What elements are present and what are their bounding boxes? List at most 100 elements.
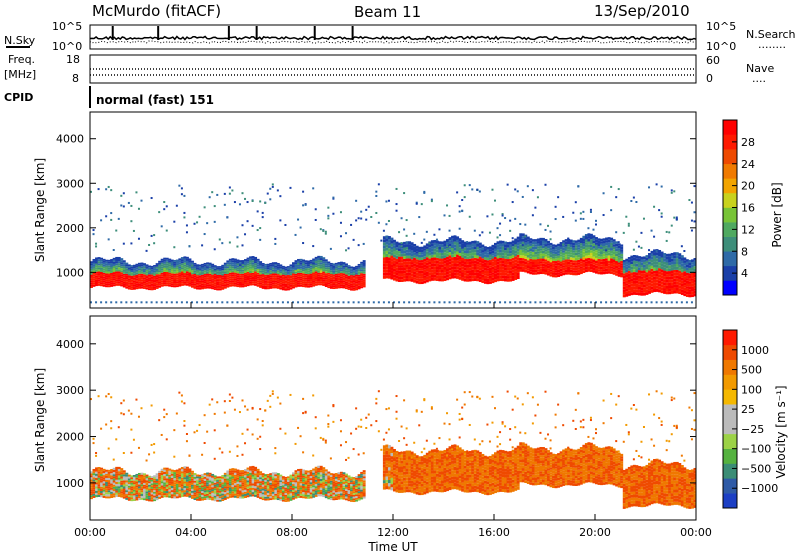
power-cell [241, 271, 245, 274]
freq-label: Freq. [8, 53, 35, 66]
power-cell [612, 239, 616, 242]
power-cell [362, 279, 366, 282]
power-cell [438, 241, 442, 245]
velocity-cell [271, 495, 275, 498]
velocity-cell [241, 472, 245, 475]
power-cell [420, 268, 424, 271]
power-cell [107, 267, 111, 270]
power-cell [292, 286, 295, 289]
power-cell [536, 246, 540, 249]
velocity-cell [201, 483, 205, 486]
power-cell [180, 279, 184, 282]
power-cell [630, 264, 634, 267]
power-cell [395, 267, 399, 271]
power-cell [120, 204, 123, 207]
power-cell [615, 196, 618, 199]
power-cell [350, 271, 353, 274]
nsky-trace [89, 35, 697, 41]
power-cell [423, 256, 427, 259]
power-cell [238, 265, 242, 268]
power-cell [617, 243, 621, 246]
power-cell [314, 279, 318, 282]
power-cell [120, 258, 124, 261]
power-cell [312, 260, 316, 263]
power-cell [468, 267, 472, 271]
power-cell [511, 257, 515, 261]
velocity-cell [115, 488, 119, 491]
power-cell [630, 286, 634, 290]
velocity-cell [112, 495, 116, 498]
freq-right-tick-top: 60 [706, 54, 720, 67]
power-cell [322, 281, 326, 284]
power-cell [428, 267, 432, 270]
velocity-cell [271, 390, 274, 393]
velocity-cell [193, 486, 197, 489]
power-cell [693, 293, 697, 297]
velocity-cell [254, 492, 258, 495]
velocity-cell [246, 482, 250, 485]
velocity-cell [241, 476, 245, 479]
power-cell [658, 271, 662, 275]
power-cell [117, 256, 121, 260]
power-cell [279, 282, 283, 285]
velocity-cell [150, 499, 154, 502]
velocity-cell [160, 483, 164, 486]
velocity-cell [122, 486, 126, 489]
velocity-cell [145, 476, 149, 479]
power-cell [231, 282, 235, 285]
power-cell [231, 276, 235, 279]
power-cell [345, 263, 348, 266]
power-cell [221, 279, 225, 281]
velocity-cell [92, 468, 96, 472]
power-cell [183, 256, 187, 259]
power-cell [524, 261, 528, 265]
power-cell [569, 257, 573, 260]
velocity-cell [206, 430, 209, 433]
power-cell [274, 275, 278, 278]
power-cell [650, 250, 654, 254]
power-cell [180, 263, 184, 266]
power-cell [473, 252, 477, 256]
power-cell [430, 275, 434, 278]
power-cell [430, 263, 434, 267]
power-cell [400, 279, 404, 282]
power-cell [425, 262, 429, 266]
power-cell [471, 243, 475, 247]
power-cell [478, 251, 482, 254]
velocity-cell [173, 478, 177, 481]
power-cell [640, 290, 644, 293]
power-cell [443, 249, 447, 253]
velocity-cell [213, 488, 217, 491]
power-cell [420, 257, 424, 261]
power-cell [292, 264, 295, 266]
power-cell [213, 266, 217, 269]
velocity-cell [163, 469, 167, 472]
power-cell [385, 272, 389, 276]
power-cell [615, 273, 619, 276]
power-cell [221, 275, 225, 278]
power-cell [175, 267, 179, 270]
power-cell [650, 280, 654, 284]
power-cell [602, 240, 606, 244]
velocity-cell [170, 473, 174, 476]
power-cell [683, 273, 687, 277]
power-cell [297, 218, 300, 221]
velocity-cell [281, 490, 285, 493]
power-cell [334, 275, 338, 278]
power-cell [572, 240, 576, 243]
power-cell [562, 255, 566, 258]
power-cell [504, 247, 508, 251]
power-cell [175, 263, 179, 266]
power-cell [211, 281, 215, 284]
power-cell [625, 261, 629, 265]
velocity-cell [180, 471, 184, 474]
power-cell [137, 207, 140, 210]
power-cell [380, 239, 383, 242]
power-cell [544, 272, 548, 275]
power-cell [519, 247, 523, 250]
velocity-cell [193, 480, 197, 483]
power-cell [168, 264, 172, 267]
velocity-cell [158, 494, 162, 497]
power-cell [387, 301, 390, 304]
power-cell [153, 265, 157, 267]
